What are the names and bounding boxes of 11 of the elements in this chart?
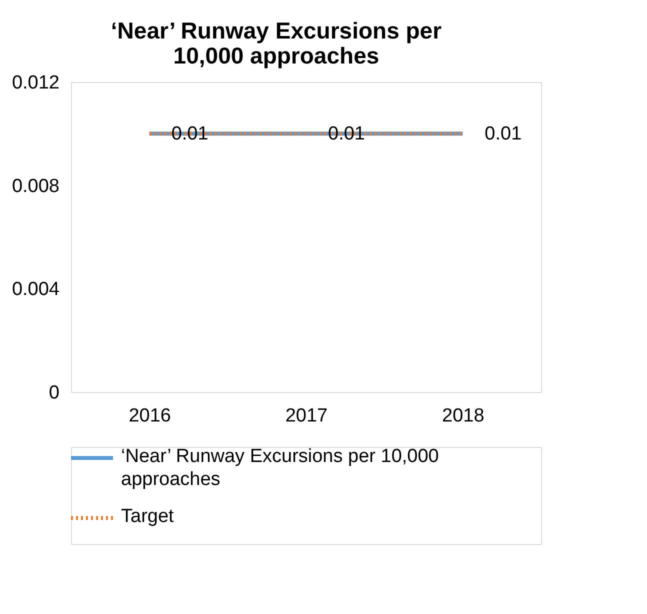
chart-title: ‘Near’ Runway Excursions per 10,000 approaches [110, 18, 442, 68]
legend-label: ‘Near’ Runway Excursions per 10,000 approaches [121, 446, 439, 490]
y-tick-label: 0.012 [12, 72, 60, 94]
y-tick-label: 0.004 [12, 279, 60, 300]
data-label: 0.01 [484, 124, 522, 145]
y-tick-label: 0 [48, 382, 60, 404]
legend-label: Target [121, 506, 175, 527]
x-tick-label: 2016 [128, 406, 171, 426]
y-tick-label: 0.008 [12, 176, 60, 197]
x-tick-label: 2017 [285, 406, 328, 426]
x-tick-label: 2018 [442, 406, 484, 426]
